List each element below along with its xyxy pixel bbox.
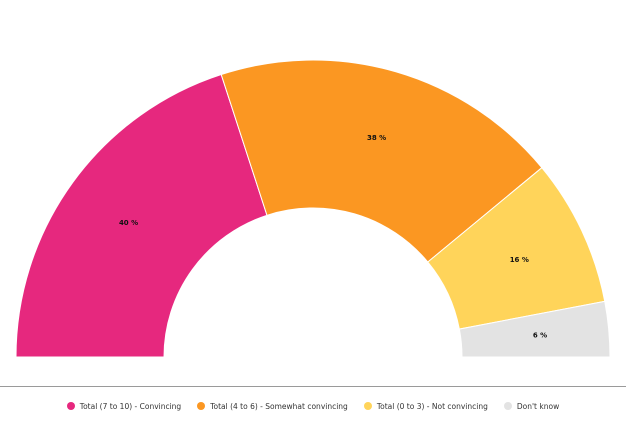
data-label-convincing: 40 % [119, 219, 138, 227]
data-label-not-convincing: 16 % [510, 256, 529, 264]
legend-item-convincing[interactable]: Total (7 to 10) - Convincing [66, 401, 182, 411]
legend-label-somewhat-convincing: Total (4 to 6) - Somewhat convincing [210, 401, 348, 411]
legend-swatch-not-convincing [363, 402, 372, 410]
slice-dont-know[interactable] [458, 300, 611, 358]
chart-data-labels: 40 % 38 % 16 % 6 % [119, 134, 547, 339]
data-label-somewhat-convincing: 38 % [367, 134, 386, 142]
legend-item-somewhat-convincing[interactable]: Total (4 to 6) - Somewhat convincing [197, 402, 348, 411]
legend-label-dont-know: Don't know [516, 401, 560, 411]
legend-item-not-convincing[interactable]: Total (0 to 3) - Not convincing [363, 401, 488, 411]
legend-swatch-dont-know [503, 402, 512, 410]
legend-divider [0, 386, 626, 387]
data-label-dont-know: 6 % [533, 332, 547, 340]
legend: Total (7 to 10) - Convincing Total (4 to… [0, 400, 626, 412]
slice-somewhat-convincing[interactable] [220, 59, 543, 263]
semi-donut-chart: 40 % 38 % 16 % 6 % [15, 59, 611, 358]
slice-convincing[interactable] [15, 73, 268, 358]
legend-swatch-convincing [66, 402, 75, 410]
chart-slices [15, 59, 611, 358]
legend-swatch-somewhat-convincing [197, 402, 206, 410]
legend-label-not-convincing: Total (0 to 3) - Not convincing [376, 401, 488, 411]
legend-label-convincing: Total (7 to 10) - Convincing [79, 401, 182, 411]
legend-item-dont-know[interactable]: Don't know [503, 401, 560, 411]
